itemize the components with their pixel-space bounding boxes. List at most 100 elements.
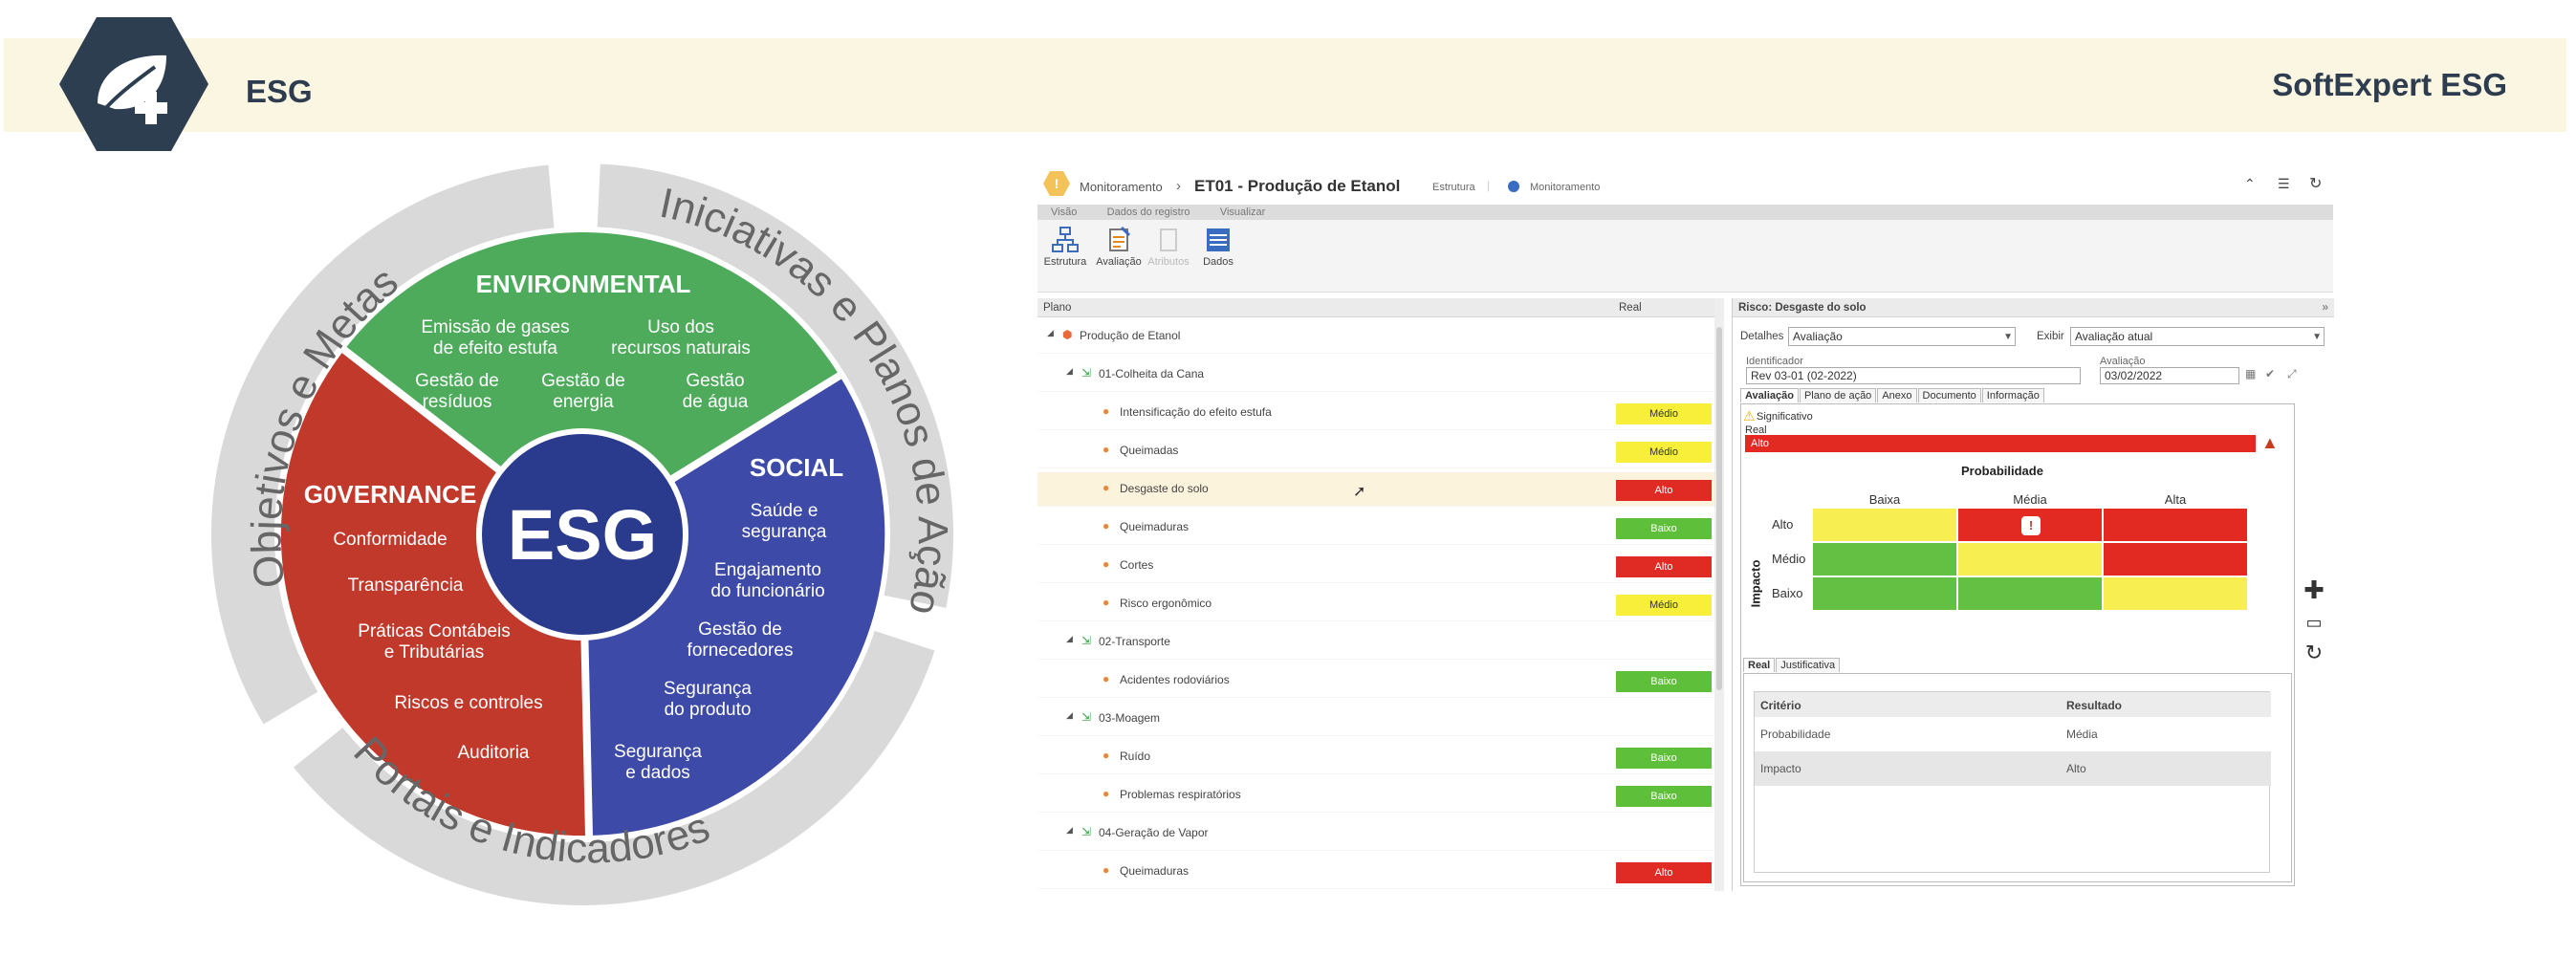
matrix-col-label: Média (2013, 492, 2047, 507)
data-icon (1207, 228, 1230, 251)
expand-toggle-icon[interactable]: ◢ (1066, 710, 1073, 720)
breadcrumb-root[interactable]: Monitoramento (1080, 180, 1163, 194)
evaluation-button[interactable]: Avaliação (1095, 226, 1143, 268)
menu-visualizar[interactable]: Visualizar (1219, 206, 1266, 218)
table-row[interactable]: ◢ ⇲ 01-Colheita da Cana (1037, 358, 1714, 392)
risk-icon: ● (1102, 749, 1110, 762)
reload-icon[interactable]: ↻ (2304, 641, 2324, 664)
expand-icon[interactable]: » (2322, 300, 2328, 314)
current-position-marker-icon: ! (2021, 516, 2041, 535)
matrix-row-label: Baixo (1772, 586, 1803, 600)
exibir-select[interactable]: Avaliação atual ▼ (2070, 327, 2325, 346)
table-row[interactable]: ◢ ⇲ 04-Geração de Vapor (1037, 816, 1714, 851)
tab-anexo[interactable]: Anexo (1877, 388, 1917, 402)
expand-toggle-icon[interactable]: ◢ (1047, 328, 1054, 337)
tab-monitoramento[interactable]: Monitoramento (1530, 182, 1601, 193)
tab-plano-acao[interactable]: Plano de ação (1799, 388, 1877, 402)
tab-informacao[interactable]: Informação (1981, 388, 2044, 402)
matrix-col-label: Baixa (1868, 492, 1901, 507)
risk-level-badge: Alto (1616, 556, 1712, 577)
table-row[interactable]: ● Queimaduras Baixo (1037, 511, 1714, 545)
tab-documento[interactable]: Documento (1917, 388, 1981, 402)
add-icon[interactable]: ✚ (2303, 576, 2325, 604)
esg-leaf-logo (59, 17, 208, 151)
tab-justificativa[interactable]: Justificativa (1776, 658, 1841, 672)
chevron-down-icon: ▼ (2312, 332, 2322, 342)
calendar-icon[interactable]: ▦ (2245, 367, 2257, 380)
fullscreen-icon[interactable]: ⤢ (2287, 367, 2297, 380)
exibir-label: Exibir (2037, 331, 2064, 342)
matrix-cell[interactable] (2103, 508, 2248, 542)
col-plano[interactable]: Plano (1043, 302, 1072, 314)
aval-date-field[interactable]: 03/02/2022 (2100, 367, 2239, 384)
table-row[interactable]: ● Cortes Alto (1037, 549, 1714, 583)
ident-field[interactable]: Rev 03-01 (02-2022) (1746, 367, 2081, 384)
table-row[interactable]: ● Queimaduras Alto (1037, 855, 1714, 889)
svg-text:fornecedores: fornecedores (688, 641, 794, 661)
center-circle (476, 428, 688, 641)
structure-button[interactable]: Estrutura (1041, 226, 1089, 268)
list-icon[interactable]: ☰ (2278, 176, 2290, 191)
row-label: Queimadas (1120, 444, 1179, 457)
row-label: Risco ergonômico (1120, 597, 1212, 610)
expand-toggle-icon[interactable]: ◢ (1066, 825, 1073, 835)
col-real[interactable]: Real (1619, 302, 1642, 314)
menu-visao[interactable]: Visão (1051, 206, 1078, 218)
grid-scrollbar[interactable] (1714, 298, 1724, 891)
expand-toggle-icon[interactable]: ◢ (1066, 366, 1073, 376)
matrix-cell[interactable] (1812, 542, 1957, 576)
detalhes-select[interactable]: Avaliação ▼ (1788, 327, 2016, 346)
check-icon[interactable]: ✔ (2265, 367, 2276, 380)
matrix-cell[interactable] (2103, 542, 2248, 576)
risk-icon: ● (1102, 519, 1110, 532)
table-row[interactable]: ◢ ⇲ 02-Transporte (1037, 625, 1714, 660)
refresh-icon[interactable]: ↻ (2309, 176, 2323, 192)
risk-icon: ● (1102, 863, 1110, 877)
matrix-cell[interactable] (2103, 576, 2248, 611)
risk-level-badge: Médio (1616, 403, 1712, 424)
menu-dados-registro[interactable]: Dados do registro (1106, 206, 1190, 218)
svg-text:Gestão de: Gestão de (541, 371, 625, 391)
risk-icon: ● (1102, 443, 1110, 456)
table-row[interactable]: ◢ ⬢ Produção de Etanol (1037, 319, 1714, 354)
social-title: SOCIAL (750, 453, 843, 482)
attributes-button[interactable]: Atributos (1145, 226, 1192, 268)
table-row[interactable]: ● Problemas respiratórios Baixo (1037, 778, 1714, 813)
table-row[interactable]: ● Acidentes rodoviários Baixo (1037, 663, 1714, 698)
table-row[interactable]: ● Intensificação do efeito estufa Médio (1037, 396, 1714, 430)
matrix-cell[interactable] (1957, 576, 2103, 611)
banner-brand: SoftExpert ESG (2272, 67, 2507, 102)
svg-text:resíduos: resíduos (423, 392, 492, 412)
table-row[interactable]: ● Ruído Baixo (1037, 740, 1714, 774)
svg-text:Saúde e: Saúde e (751, 501, 819, 521)
matrix-cell[interactable] (1812, 508, 1957, 542)
svg-text:de água: de água (683, 392, 749, 412)
evaluation-icon (1109, 226, 1131, 251)
tab-real[interactable]: Real (1743, 658, 1776, 672)
matrix-cell[interactable]: ! (1957, 508, 2103, 542)
table-row[interactable]: ● Risco ergonômico Médio (1037, 587, 1714, 621)
grid-header: Plano Real (1037, 298, 1714, 317)
matrix-cell[interactable] (1957, 542, 2103, 576)
card-icon[interactable]: ▭ (2305, 613, 2323, 632)
tab-estrutura[interactable]: Estrutura (1432, 182, 1475, 193)
table-row[interactable]: ● Queimadas Médio (1037, 434, 1714, 468)
table-row[interactable]: ● Desgaste do solo Alto (1037, 472, 1714, 507)
data-button[interactable]: Dados (1194, 226, 1242, 268)
risk-icon: ● (1102, 787, 1110, 800)
matrix-cell[interactable] (1812, 576, 1957, 611)
collapse-icon[interactable]: ⌃ (2244, 176, 2256, 191)
table-row[interactable]: Probabilidade Média (1755, 717, 2271, 751)
tab-avaliacao[interactable]: Avaliação (1740, 388, 1799, 402)
row-label: Problemas respiratórios (1120, 788, 1241, 801)
table-row[interactable]: ◢ ⇲ 03-Moagem (1037, 702, 1714, 736)
table-row[interactable]: Impacto Alto (1755, 751, 2271, 786)
ribbon-toolbar: Visão Dados do registro Visualizar Estru… (1037, 205, 2333, 293)
matrix-impact-label: Impacto (1748, 559, 1763, 608)
structure-node-icon: ⇲ (1081, 366, 1092, 380)
row-label: Queimaduras (1120, 864, 1190, 878)
evaluation-panel: ⚠ Significativo Real Alto ▲ Probabilidad… (1740, 403, 2295, 886)
svg-text:!: ! (1055, 176, 1059, 191)
expand-toggle-icon[interactable]: ◢ (1066, 634, 1073, 643)
breadcrumb-separator-icon: › (1176, 178, 1181, 194)
